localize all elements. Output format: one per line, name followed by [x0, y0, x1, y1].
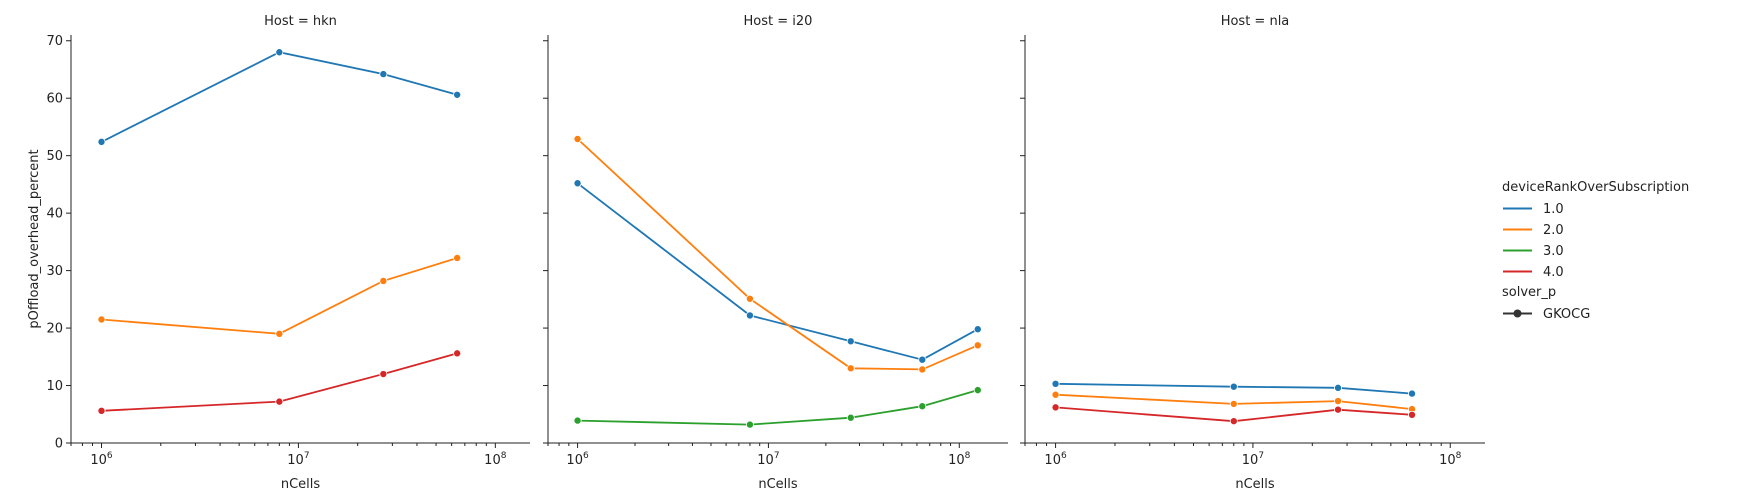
data-point — [379, 276, 388, 285]
series-line — [1055, 382, 1413, 395]
series-2.0 — [573, 135, 982, 374]
data-point — [846, 413, 855, 422]
data-point — [745, 311, 754, 320]
x-axis-label: nCells — [758, 477, 798, 492]
legend-label-2.0: 2.0 — [1543, 223, 1564, 238]
data-point — [1051, 379, 1060, 388]
panel-title: Host = i20 — [744, 14, 813, 29]
x-axis-label: nCells — [1235, 477, 1275, 492]
data-point — [1334, 397, 1343, 406]
legend-hue-items: 1.0 2.0 3.0 4.0 — [1503, 202, 1564, 280]
data-point — [453, 90, 462, 99]
y-tick-label: 10 — [46, 379, 63, 394]
data-point — [1408, 389, 1417, 398]
data-point — [846, 364, 855, 373]
series-2.0 — [97, 253, 462, 338]
x-axis-label: nCells — [281, 477, 321, 492]
series-line — [1055, 406, 1413, 423]
x-tick-label: 106 — [90, 451, 113, 468]
data-point — [97, 315, 106, 324]
data-point — [275, 397, 284, 406]
y-tick-label: 20 — [46, 322, 63, 337]
chart-panels: Host = hkn 0 10 20 30 40 50 60 70 106 107 108 nCells… — [27, 14, 1485, 492]
data-point — [1051, 390, 1060, 399]
x-tick-label: 108 — [1439, 451, 1462, 468]
data-point — [745, 294, 754, 303]
x-tick-label: 106 — [1044, 451, 1067, 468]
series-line — [101, 51, 458, 143]
y-tick-label: 30 — [46, 264, 63, 279]
series-4.0 — [1051, 403, 1417, 426]
x-tick-label: 107 — [287, 451, 309, 468]
x-tick-label: 108 — [484, 451, 507, 468]
series-line — [101, 257, 458, 335]
panel-3: Host = nla 106 107 108 nCells — [1020, 14, 1485, 492]
legend-label-3.0: 3.0 — [1543, 244, 1564, 259]
x-tick-label: 107 — [757, 451, 779, 468]
legend-style-marker — [1513, 309, 1522, 318]
data-point — [573, 179, 582, 188]
data-point — [973, 325, 982, 334]
series-line — [576, 138, 979, 371]
legend-label-4.0: 4.0 — [1543, 265, 1564, 280]
legend-style-title: solver_p — [1502, 285, 1556, 300]
y-tick-label: 50 — [46, 149, 63, 164]
legend-style-label: GKOCG — [1543, 307, 1590, 322]
y-tick-label: 60 — [46, 92, 63, 107]
panel-1: Host = hkn 0 10 20 30 40 50 60 70 106 107 108 nCells… — [27, 14, 530, 492]
data-point — [973, 341, 982, 350]
data-point — [918, 365, 927, 374]
data-point — [453, 253, 462, 262]
y-tick-label: 0 — [55, 437, 63, 452]
data-point — [97, 137, 106, 146]
data-point — [1334, 405, 1343, 414]
data-point — [1229, 399, 1238, 408]
data-point — [973, 386, 982, 395]
data-point — [918, 402, 927, 411]
legend-hue-title: deviceRankOverSubscription — [1502, 180, 1689, 195]
x-tick-label: 107 — [1242, 451, 1264, 468]
series-1.0 — [573, 179, 982, 364]
x-tick-label: 106 — [566, 451, 589, 468]
data-point — [1229, 417, 1238, 426]
data-point — [1229, 382, 1238, 391]
data-point — [453, 349, 462, 358]
x-tick-label: 108 — [948, 451, 971, 468]
data-point — [1334, 383, 1343, 392]
legend: deviceRankOverSubscription 1.02.03.04.0 … — [1502, 180, 1689, 322]
data-point — [275, 329, 284, 338]
data-point — [1408, 410, 1417, 419]
panel-2: Host = i20 106 107 108 nCells — [543, 14, 1008, 492]
series-line — [577, 182, 979, 361]
legend-style-items: GKOCG — [1503, 307, 1590, 322]
y-tick-label: 70 — [46, 34, 63, 49]
data-point — [745, 420, 754, 429]
panel-title: Host = hkn — [264, 14, 337, 29]
series-3.0 — [573, 386, 982, 429]
series-2.0 — [1051, 390, 1417, 414]
series-4.0 — [97, 349, 462, 415]
data-point — [846, 337, 855, 346]
data-point — [1051, 403, 1060, 412]
data-point — [573, 416, 582, 425]
data-point — [97, 406, 106, 415]
data-point — [918, 355, 927, 364]
data-point — [379, 70, 388, 79]
series-line — [101, 352, 458, 412]
series-line — [577, 389, 979, 426]
data-point — [379, 370, 388, 379]
series-line — [1055, 393, 1413, 410]
data-point — [573, 135, 582, 144]
y-axis-label: pOffload_overhead_percent — [27, 149, 42, 328]
y-tick-label: 40 — [46, 207, 63, 222]
data-point — [275, 48, 284, 57]
series-1.0 — [97, 48, 462, 146]
legend-label-1.0: 1.0 — [1543, 202, 1564, 217]
panel-title: Host = nla — [1221, 14, 1290, 29]
series-1.0 — [1051, 379, 1417, 398]
